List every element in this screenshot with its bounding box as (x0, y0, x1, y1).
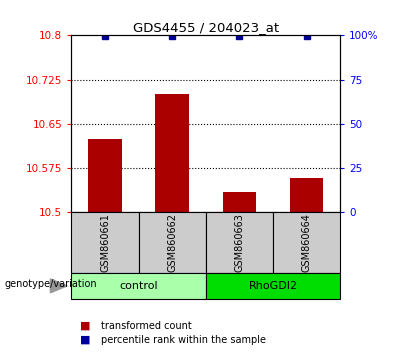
Text: genotype/variation: genotype/variation (4, 279, 97, 289)
Bar (88, 139, 122, 212)
Bar (290, 178, 323, 212)
Bar (71, 273, 206, 299)
Polygon shape (50, 279, 67, 293)
Bar (273, 212, 340, 273)
Bar (223, 192, 256, 212)
Text: GSM860664: GSM860664 (302, 213, 312, 272)
Bar (155, 95, 189, 212)
Text: RhoGDI2: RhoGDI2 (249, 281, 297, 291)
Bar (206, 273, 340, 299)
Bar (71, 212, 139, 273)
Text: GSM860661: GSM860661 (100, 213, 110, 272)
Bar (139, 212, 206, 273)
Text: control: control (119, 281, 158, 291)
Text: ■: ■ (80, 321, 90, 331)
Title: GDS4455 / 204023_at: GDS4455 / 204023_at (133, 21, 279, 34)
Text: GSM860663: GSM860663 (234, 213, 244, 272)
Text: GSM860662: GSM860662 (167, 213, 177, 272)
Text: ■: ■ (80, 335, 90, 345)
Text: transformed count: transformed count (101, 321, 192, 331)
Text: percentile rank within the sample: percentile rank within the sample (101, 335, 266, 345)
Bar (206, 212, 273, 273)
